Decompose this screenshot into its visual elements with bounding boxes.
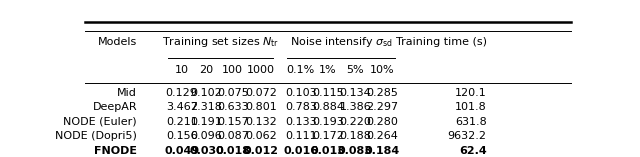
Text: 0.018: 0.018: [215, 146, 250, 156]
Text: 0.132: 0.132: [245, 117, 277, 127]
Text: 2.297: 2.297: [367, 102, 399, 112]
Text: FNODE: FNODE: [94, 146, 137, 156]
Text: 0.156: 0.156: [166, 131, 198, 141]
Text: NODE (Dopri5): NODE (Dopri5): [55, 131, 137, 141]
Text: 0.030: 0.030: [189, 146, 224, 156]
Text: 0.102: 0.102: [191, 88, 222, 98]
Text: 0.049: 0.049: [164, 146, 199, 156]
Text: 0.016: 0.016: [283, 146, 318, 156]
Text: 0.191: 0.191: [191, 117, 222, 127]
Text: 62.4: 62.4: [459, 146, 486, 156]
Text: 0.184: 0.184: [365, 146, 400, 156]
Text: 0.285: 0.285: [367, 88, 399, 98]
Text: DeepAR: DeepAR: [92, 102, 137, 112]
Text: 0.157: 0.157: [217, 117, 249, 127]
Text: Training set sizes $N_\mathrm{tr}$: Training set sizes $N_\mathrm{tr}$: [163, 35, 280, 49]
Text: 0.129: 0.129: [166, 88, 198, 98]
Text: 0.013: 0.013: [310, 146, 346, 156]
Text: Mid: Mid: [117, 88, 137, 98]
Text: 0.087: 0.087: [217, 131, 249, 141]
Text: 0.072: 0.072: [245, 88, 277, 98]
Text: 0.801: 0.801: [245, 102, 277, 112]
Text: 10: 10: [175, 65, 189, 75]
Text: Training time (s): Training time (s): [396, 37, 486, 47]
Text: 0.633: 0.633: [217, 102, 248, 112]
Text: 0.884: 0.884: [312, 102, 344, 112]
Text: 0.134: 0.134: [339, 88, 371, 98]
Text: 0.111: 0.111: [285, 131, 317, 141]
Text: 0.103: 0.103: [285, 88, 317, 98]
Text: 0.1%: 0.1%: [287, 65, 315, 75]
Text: 5%: 5%: [346, 65, 364, 75]
Text: 0.083: 0.083: [338, 146, 372, 156]
Text: 0.280: 0.280: [367, 117, 399, 127]
Text: 2.318: 2.318: [191, 102, 223, 112]
Text: 101.8: 101.8: [455, 102, 486, 112]
Text: 10%: 10%: [371, 65, 395, 75]
Text: 120.1: 120.1: [455, 88, 486, 98]
Text: 3.467: 3.467: [166, 102, 198, 112]
Text: Noise intensify $\sigma_\mathrm{sd}$: Noise intensify $\sigma_\mathrm{sd}$: [290, 35, 393, 49]
Text: 1.386: 1.386: [339, 102, 371, 112]
Text: 0.211: 0.211: [166, 117, 198, 127]
Text: 9632.2: 9632.2: [448, 131, 486, 141]
Text: 0.193: 0.193: [312, 117, 344, 127]
Text: 0.096: 0.096: [191, 131, 222, 141]
Text: 631.8: 631.8: [455, 117, 486, 127]
Text: 0.133: 0.133: [285, 117, 317, 127]
Text: 0.062: 0.062: [245, 131, 277, 141]
Text: 0.172: 0.172: [312, 131, 344, 141]
Text: 0.012: 0.012: [244, 146, 278, 156]
Text: 0.075: 0.075: [217, 88, 249, 98]
Text: 0.115: 0.115: [312, 88, 344, 98]
Text: 100: 100: [222, 65, 243, 75]
Text: Models: Models: [98, 37, 137, 47]
Text: 0.188: 0.188: [339, 131, 371, 141]
Text: 0.264: 0.264: [367, 131, 399, 141]
Text: 0.220: 0.220: [339, 117, 371, 127]
Text: 0.783: 0.783: [285, 102, 317, 112]
Text: 1%: 1%: [319, 65, 337, 75]
Text: 20: 20: [200, 65, 214, 75]
Text: 1000: 1000: [247, 65, 275, 75]
Text: NODE (Euler): NODE (Euler): [63, 117, 137, 127]
